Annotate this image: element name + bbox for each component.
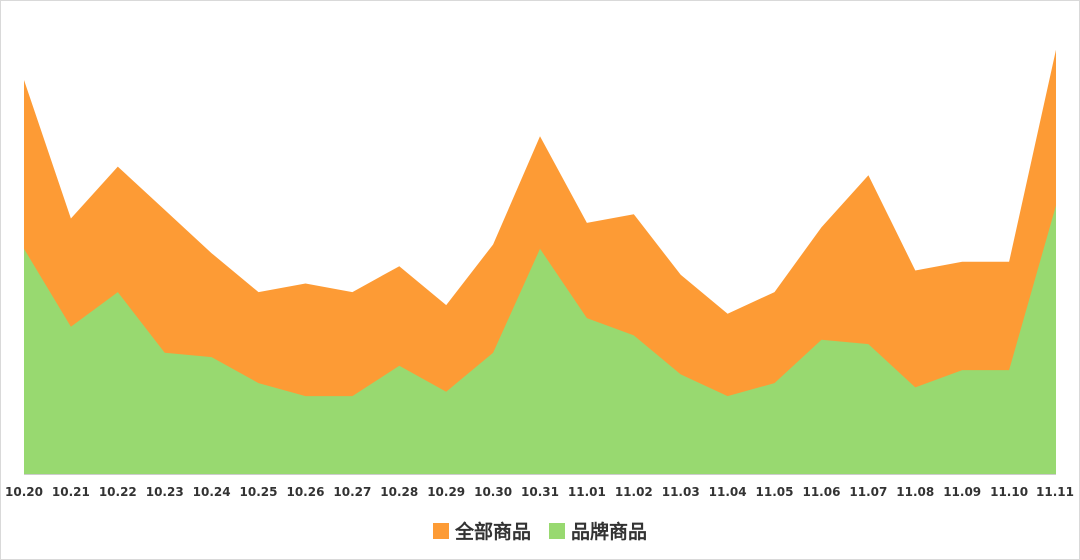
- legend-item-all-products[interactable]: 全部商品: [432, 517, 531, 544]
- x-tick-label: 10.26: [286, 485, 324, 499]
- x-tick-label: 11.05: [756, 485, 794, 499]
- legend-label-brand-products: 品牌商品: [571, 521, 648, 543]
- x-tick-label: 11.06: [802, 485, 840, 499]
- legend-swatch-all-products: [432, 522, 449, 539]
- x-tick-label: 11.07: [849, 485, 887, 499]
- x-tick-label: 10.20: [5, 485, 43, 499]
- x-tick-label: 10.27: [333, 485, 371, 499]
- x-tick-label: 11.11: [1036, 485, 1074, 499]
- area-series-brand-products: [24, 205, 1056, 474]
- x-tick-label: 11.01: [568, 485, 606, 499]
- x-tick-label: 11.02: [615, 485, 653, 499]
- x-tick-labels: 10.20 10.21 10.22 10.23 10.24 10.25 10.26 10.27…: [5, 485, 1074, 499]
- x-tick-label: 11.03: [662, 485, 700, 499]
- x-tick-label: 10.25: [240, 485, 278, 499]
- x-tick-label: 10.28: [380, 485, 418, 499]
- x-tick-label: 10.21: [52, 485, 90, 499]
- legend: 全部商品 品牌商品: [1, 517, 1079, 544]
- x-tick-label: 10.22: [99, 485, 137, 499]
- x-tick-label: 11.04: [709, 485, 747, 499]
- legend-label-all-products: 全部商品: [454, 521, 531, 543]
- x-tick-label: 10.24: [193, 485, 231, 499]
- x-tick-label: 11.10: [990, 485, 1028, 499]
- x-tick-label: 11.08: [896, 485, 934, 499]
- x-tick-label: 10.29: [427, 485, 465, 499]
- x-tick-label: 10.31: [521, 485, 559, 499]
- x-tick-label: 11.09: [943, 485, 981, 499]
- legend-swatch-brand-products: [549, 522, 565, 539]
- plot-area: 10.20 10.21 10.22 10.23 10.24 10.25 10.26 10.27…: [5, 49, 1074, 499]
- x-tick-label: 10.30: [474, 485, 512, 499]
- x-tick-label: 10.23: [146, 485, 184, 499]
- area-series-group: [24, 49, 1056, 474]
- legend-item-brand-products[interactable]: 品牌商品: [549, 517, 647, 544]
